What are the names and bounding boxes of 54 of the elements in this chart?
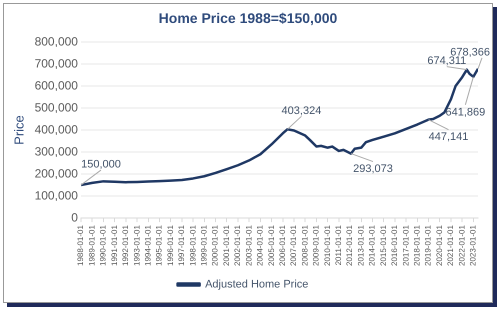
x-tick-label: 2017-01-01	[401, 224, 410, 266]
x-tick-label: 2012-01-01	[345, 224, 354, 266]
x-tick-label: 2015-01-01	[378, 224, 388, 266]
x-tick-label: 2008-01-01	[300, 224, 310, 266]
annotation: 447,141	[428, 131, 468, 144]
x-tick-label: 2006-01-01	[278, 224, 287, 266]
legend-label: Adjusted Home Price	[205, 278, 308, 291]
annotation: 403,324	[282, 104, 322, 117]
x-tick-label: 2011-01-01	[334, 224, 344, 266]
x-tick-label: 2000-01-01	[210, 224, 220, 266]
annotation: 641,869	[445, 106, 486, 118]
y-tick-label: 300,000	[34, 144, 78, 158]
x-tick-label: 2002-01-01	[233, 224, 242, 266]
annotation: 293,073	[353, 163, 393, 176]
x-tick-label: 1989-01-01	[87, 224, 96, 266]
annotation: 150,000	[81, 158, 121, 171]
x-tick-label: 2009-01-01	[312, 224, 321, 266]
x-tick-label: 2018-01-01	[412, 224, 422, 266]
x-tick-label: 2010-01-01	[322, 224, 332, 266]
x-tick-label: 2013-01-01	[356, 224, 366, 266]
y-tick-label: 0	[71, 210, 78, 224]
x-tick-label: 1994-01-01	[143, 224, 152, 266]
y-axis-title: Price	[11, 115, 26, 145]
y-tick-label: 700,000	[34, 56, 78, 70]
x-tick-label: 1998-01-01	[188, 224, 198, 266]
x-tick-label: 2020-01-01	[434, 224, 444, 266]
x-tick-label: 1991-01-01	[110, 224, 119, 266]
y-tick-label: 800,000	[34, 34, 78, 48]
x-tick-label: 1992-01-01	[121, 224, 130, 266]
x-tick-label: 2007-01-01	[289, 224, 298, 266]
chart-title: Home Price 1988=$150,000	[158, 10, 338, 26]
x-tick-label: 2003-01-01	[244, 224, 254, 266]
x-tick-label: 2023-01-01	[468, 224, 478, 266]
x-tick-label: 2005-01-01	[266, 224, 276, 266]
x-tick-label: 2004-01-01	[256, 224, 265, 266]
annotation: 674,311	[427, 55, 466, 68]
x-tick-label: 1999-01-01	[200, 224, 209, 266]
x-tick-label: 2016-01-01	[390, 224, 400, 266]
x-tick-label: 1997-01-01	[177, 224, 186, 266]
y-tick-label: 500,000	[34, 100, 78, 114]
x-tick-label: 2019-01-01	[424, 224, 433, 266]
y-tick-label: 100,000	[34, 188, 78, 202]
x-tick-label: 2014-01-01	[368, 224, 377, 266]
y-tick-label: 200,000	[34, 166, 78, 180]
x-tick-label: 2021-01-01	[446, 224, 456, 266]
x-tick-label: 1995-01-01	[154, 224, 164, 266]
x-tick-label: 2022-01-01	[457, 224, 466, 266]
x-tick-label: 1993-01-01	[132, 224, 142, 266]
x-tick-label: 2001-01-01	[222, 224, 231, 266]
y-tick-label: 600,000	[34, 78, 78, 92]
x-tick-label: 1988-01-01	[76, 224, 86, 266]
x-tick-label: 1996-01-01	[166, 224, 175, 266]
y-tick-label: 400,000	[34, 122, 78, 136]
x-tick-label: 1990-01-01	[98, 224, 108, 266]
